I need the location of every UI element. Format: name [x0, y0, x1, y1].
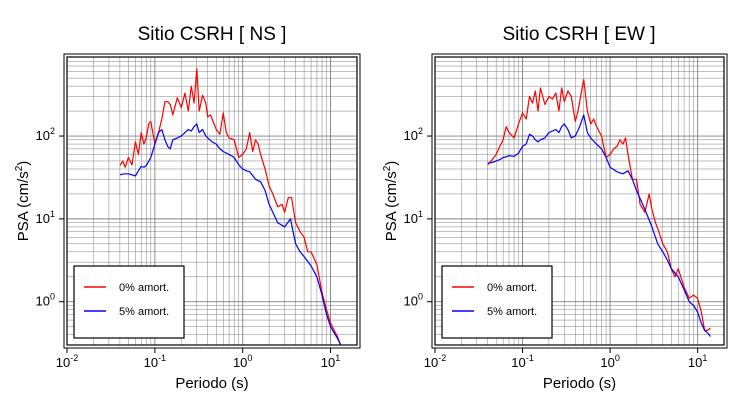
y-tick-label: 102	[404, 126, 423, 143]
x-tick-label: 100	[233, 353, 252, 370]
legend-box	[441, 265, 553, 339]
chart-title: Sitio CSRH [ NS ]	[138, 24, 287, 45]
legend: 0% amort. 5% amort.	[441, 265, 553, 339]
chart-ns: 10-2 10-1 100 101 100 101 102 Sitio CSRH [ NS ]…	[14, 24, 361, 392]
legend-label: 5% amort.	[487, 306, 537, 318]
series-line-0-amort	[119, 68, 342, 345]
plot-outer-frame	[63, 53, 361, 349]
y-axis-label: PSA (cm/s2)	[382, 161, 400, 242]
x-tick-label: 10-1	[511, 353, 533, 370]
chart-title: Sitio CSRH [ EW ]	[502, 24, 655, 45]
y-axis-label: PSA (cm/s2)	[14, 161, 32, 242]
y-tick-label: 101	[404, 209, 423, 226]
x-tick-label: 10-1	[144, 353, 166, 370]
x-tick-label: 101	[688, 353, 707, 370]
y-tick-label: 100	[404, 292, 423, 309]
series-line-5-amort	[119, 123, 342, 345]
plot-frame	[66, 56, 358, 346]
x-axis-label: Periodo (s)	[175, 375, 248, 392]
series-line-0-amort	[487, 78, 711, 331]
x-tick-label: 100	[600, 353, 619, 370]
legend-label: 0% amort.	[487, 282, 537, 294]
x-axis-label: Periodo (s)	[543, 375, 616, 392]
legend-label: 0% amort.	[119, 282, 169, 294]
y-tick-label: 101	[36, 209, 55, 226]
chart-ew: 10-2 10-1 100 101 100 101 102 Sitio CSRH [ EW ]…	[382, 24, 728, 392]
x-tick-label: 101	[321, 353, 340, 370]
x-tick-label: 10-2	[424, 353, 446, 370]
legend-label: 5% amort.	[119, 306, 169, 318]
plot-frame	[434, 56, 725, 346]
x-tick-label: 10-2	[56, 353, 78, 370]
y-tick-label: 100	[36, 292, 55, 309]
legend: 0% amort. 5% amort.	[73, 265, 185, 339]
series-line-5-amort	[487, 114, 711, 337]
y-tick-label: 102	[36, 126, 55, 143]
legend-box	[73, 265, 185, 339]
plot-outer-frame	[431, 53, 728, 349]
